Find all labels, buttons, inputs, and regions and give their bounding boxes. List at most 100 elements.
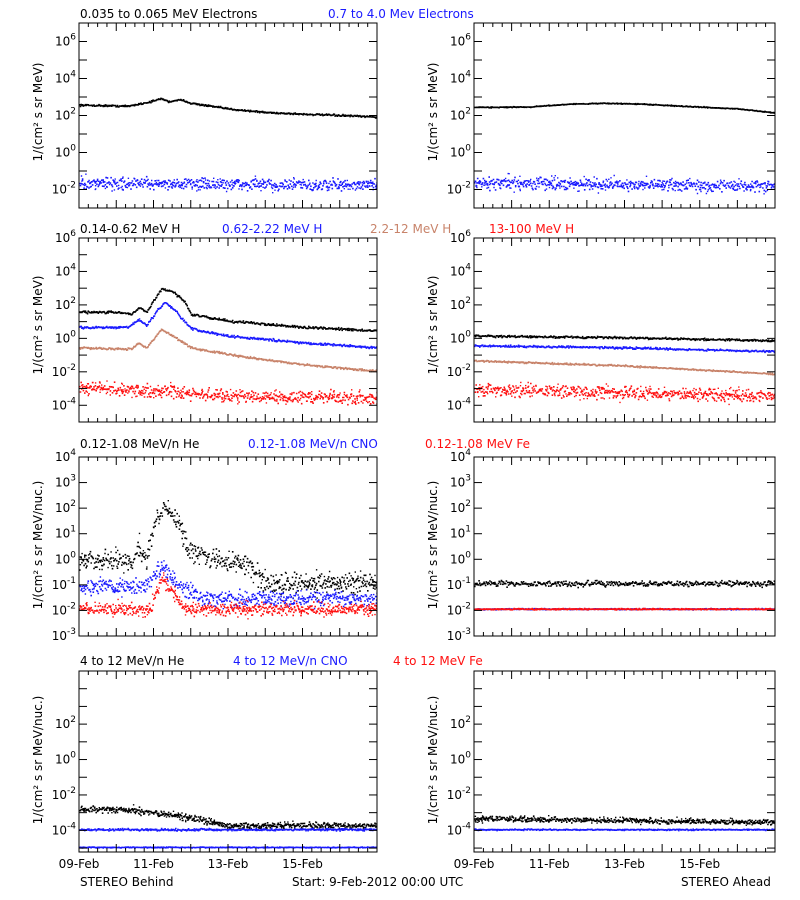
- y-tick-label: 106: [55, 33, 76, 49]
- series-0-12-1-08-mev-n-he: [474, 579, 775, 589]
- data-point: [474, 344, 775, 354]
- y-tick-label: 102: [450, 715, 471, 731]
- data-point: [474, 828, 775, 832]
- series-group: [474, 815, 775, 832]
- legend-label: 4 to 12 MeV/n CNO: [233, 654, 348, 668]
- legend-label: 2.2-12 MeV H: [370, 222, 451, 236]
- series-group: [474, 579, 775, 611]
- data-point: [79, 827, 377, 832]
- panel-ahead-row-4: 09-Feb 11-Feb 13-Feb 15-Feb 10-4 10-2 100 102: [447, 670, 776, 871]
- series-4-to-12-mev-n-he: [79, 804, 377, 831]
- series-4-to-12-mev-n-cno: [79, 827, 377, 832]
- y-axis-label-row-3-left: 1/(cm² s sr MeV/nuc.): [31, 481, 45, 610]
- data-point: [474, 815, 775, 826]
- y-tick-label: 106: [450, 229, 471, 245]
- y-tick-label: 10-2: [447, 786, 471, 802]
- y-tick-label: 10-2: [52, 786, 76, 802]
- data-point: [79, 804, 377, 831]
- x-tick-label: 11-Feb: [529, 857, 570, 871]
- series-13-100-mev-h: [474, 381, 775, 406]
- y-axis-label-row-1-left: 1/(cm² s sr MeV): [31, 63, 45, 162]
- y-axis-label-row-4-left: 1/(cm² s sr MeV/nuc.): [31, 696, 45, 825]
- series-group: [79, 97, 377, 194]
- panel-behind-row-2: 10-4 10-2 100 102 104 106: [52, 229, 378, 423]
- x-tick-label: 15-Feb: [679, 857, 720, 871]
- y-tick-label: 100: [450, 550, 471, 566]
- figure-footer: STEREO Behind Start: 9-Feb-2012 00:00 UT…: [80, 875, 771, 889]
- y-axis-label-row-3-right: 1/(cm² s sr MeV/nuc.): [426, 481, 440, 610]
- x-tick-label: 11-Feb: [133, 857, 174, 871]
- series-2-2-12-mev-h: [474, 359, 775, 376]
- series-0-14-0-62-mev-h: [474, 334, 775, 343]
- y-tick-label: 10-2: [447, 601, 471, 617]
- y-tick-label: 10-1: [447, 576, 471, 592]
- data-point: [474, 579, 775, 589]
- data-point: [79, 380, 377, 406]
- data-point: [474, 381, 775, 406]
- panel-behind-row-4: 09-Feb 11-Feb 13-Feb 15-Feb 10-4 10-2 100 102: [52, 670, 378, 871]
- y-tick-label: 104: [450, 262, 471, 278]
- series-group: [79, 500, 377, 620]
- series-0-62-2-22-mev-h: [474, 344, 775, 354]
- legend-label: 4 to 12 MeV Fe: [393, 654, 483, 668]
- data-point: [474, 607, 775, 611]
- legend-label: 13-100 MeV H: [489, 222, 574, 236]
- row-1-legend: 0.035 to 0.065 MeV Electrons 0.7 to 4.0 …: [80, 7, 474, 21]
- y-tick-label: 102: [450, 499, 471, 515]
- y-tick-label: 100: [55, 550, 76, 566]
- x-tick-label: 13-Feb: [208, 857, 249, 871]
- series-13-100-mev-h: [79, 380, 377, 406]
- y-tick-label: 101: [55, 525, 76, 541]
- y-tick-label: 10-4: [52, 396, 77, 412]
- y-tick-label: 100: [55, 329, 76, 345]
- data-point: [474, 359, 775, 376]
- series-4-to-12-mev-n-he: [474, 815, 775, 826]
- y-tick-label: 10-4: [52, 821, 77, 837]
- y-tick-label: 10-2: [52, 181, 76, 197]
- y-tick-label: 104: [55, 262, 76, 278]
- legend-label: 0.12-1.08 MeV/n CNO: [248, 437, 378, 451]
- legend-label: 0.035 to 0.065 MeV Electrons: [80, 7, 257, 21]
- data-point: [79, 560, 377, 610]
- legend-label: 0.12-1.08 MeV/n He: [80, 437, 199, 451]
- row-3-legend: 0.12-1.08 MeV/n He 0.12-1.08 MeV/n CNO 0…: [80, 437, 530, 451]
- y-tick-label: 104: [450, 70, 471, 86]
- data-point: [474, 172, 775, 195]
- series-0-035-to-0-065-mev-electrons: [474, 102, 775, 114]
- legend-label: 0.62-2.22 MeV H: [222, 222, 322, 236]
- series-2-2-12-mev-h: [79, 328, 377, 373]
- chart-panels: 10-2 100 102 104 106 10-2 100 102 104 106 10-4 10-2…: [52, 22, 776, 871]
- y-tick-label: 106: [450, 33, 471, 49]
- y-tick-label: 106: [55, 229, 76, 245]
- y-tick-label: 100: [55, 751, 76, 767]
- row-4-legend: 4 to 12 MeV/n He 4 to 12 MeV/n CNO 4 to …: [80, 654, 483, 668]
- footer-center: Start: 9-Feb-2012 00:00 UTC: [292, 875, 463, 889]
- y-tick-label: 10-2: [447, 181, 471, 197]
- y-tick-label: 10-4: [447, 396, 472, 412]
- legend-label: 4 to 12 MeV/n He: [80, 654, 184, 668]
- x-tick-label: 09-Feb: [454, 857, 495, 871]
- series-0-12-1-08-mev-n-cno: [79, 560, 377, 610]
- panel-ahead-row-2: 10-4 10-2 100 102 104 106: [447, 229, 776, 423]
- y-tick-label: 10-2: [447, 363, 471, 379]
- y-tick-label: 104: [55, 70, 76, 86]
- y-tick-label: 10-1: [52, 576, 76, 592]
- legend-label: 0.14-0.62 MeV H: [80, 222, 180, 236]
- data-point: [79, 173, 377, 194]
- series-0-035-to-0-065-mev-electrons: [79, 97, 377, 119]
- panel-behind-row-1: 10-2 100 102 104 106: [52, 22, 378, 209]
- y-tick-label: 100: [55, 144, 76, 160]
- row-2-legend: 0.14-0.62 MeV H 0.62-2.22 MeV H 2.2-12 M…: [80, 222, 574, 236]
- legend-label: 0.12-1.08 MeV Fe: [425, 437, 530, 451]
- x-tick-label: 09-Feb: [59, 857, 100, 871]
- panel-ahead-row-1: 10-2 100 102 104 106: [447, 22, 776, 209]
- y-tick-label: 104: [450, 448, 471, 464]
- x-tick-label: 15-Feb: [282, 857, 323, 871]
- y-tick-label: 101: [450, 525, 471, 541]
- panel-ahead-row-3: 10-3 10-2 10-1 100 101 102 103 104: [447, 448, 776, 643]
- y-axis-label-row-2-right: 1/(cm² s sr MeV): [426, 276, 440, 375]
- series-group: [474, 102, 775, 195]
- data-point: [474, 102, 775, 114]
